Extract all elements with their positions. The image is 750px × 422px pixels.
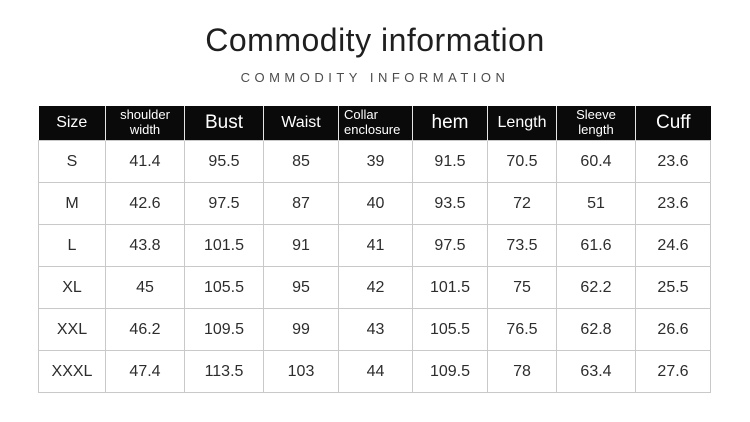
value-cell: 60.4 — [556, 140, 636, 183]
value-cell: 44 — [338, 350, 413, 393]
column-header-collar-enclosure: Collar enclosure — [338, 106, 413, 141]
value-cell: 72 — [487, 182, 557, 225]
value-cell: 91 — [263, 224, 339, 267]
size-cell: S — [38, 140, 106, 183]
value-cell: 62.8 — [556, 308, 636, 351]
column-header-cuff: Cuff — [635, 106, 711, 141]
value-cell: 99 — [263, 308, 339, 351]
page-title: Commodity information — [205, 22, 545, 58]
column-header-bust: Bust — [184, 106, 264, 141]
size-cell: L — [38, 224, 106, 267]
value-cell: 23.6 — [635, 140, 711, 183]
value-cell: 101.5 — [184, 224, 264, 267]
value-cell: 101.5 — [412, 266, 488, 309]
value-cell: 78 — [487, 350, 557, 393]
value-cell: 23.6 — [635, 182, 711, 225]
value-cell: 105.5 — [412, 308, 488, 351]
table-row-l: L 43.8 101.5 91 41 97.5 73.5 61.6 24.6 — [38, 224, 711, 267]
value-cell: 46.2 — [105, 308, 185, 351]
value-cell: 25.5 — [635, 266, 711, 309]
column-header-sleeve-length: Sleeve length — [556, 106, 636, 141]
value-cell: 43.8 — [105, 224, 185, 267]
column-header-size: Size — [38, 106, 106, 141]
value-cell: 47.4 — [105, 350, 185, 393]
value-cell: 40 — [338, 182, 413, 225]
table-row-xl: XL 45 105.5 95 42 101.5 75 62.2 25.5 — [38, 266, 711, 309]
value-cell: 42 — [338, 266, 413, 309]
value-cell: 75 — [487, 266, 557, 309]
value-cell: 62.2 — [556, 266, 636, 309]
value-cell: 105.5 — [184, 266, 264, 309]
size-cell: M — [38, 182, 106, 225]
value-cell: 87 — [263, 182, 339, 225]
value-cell: 24.6 — [635, 224, 711, 267]
value-cell: 51 — [556, 182, 636, 225]
column-header-length: Length — [487, 106, 557, 141]
value-cell: 45 — [105, 266, 185, 309]
value-cell: 76.5 — [487, 308, 557, 351]
value-cell: 41.4 — [105, 140, 185, 183]
table-header-row: Size shoulder width Bust Waist Collar enclos… — [38, 106, 711, 141]
value-cell: 93.5 — [412, 182, 488, 225]
column-header-waist: Waist — [263, 106, 339, 141]
size-cell: XXL — [38, 308, 106, 351]
column-header-hem: hem — [412, 106, 488, 141]
size-chart-table: Size shoulder width Bust Waist Collar enclos… — [38, 106, 711, 393]
size-cell: XL — [38, 266, 106, 309]
table-row-xxl: XXL 46.2 109.5 99 43 105.5 76.5 62.8 26.6 — [38, 308, 711, 351]
table-body: S 41.4 95.5 85 39 91.5 70.5 60.4 23.6 M 42.6 97.5 87… — [38, 140, 711, 393]
table-row-m: M 42.6 97.5 87 40 93.5 72 51 23.6 — [38, 182, 711, 225]
value-cell: 63.4 — [556, 350, 636, 393]
value-cell: 61.6 — [556, 224, 636, 267]
value-cell: 97.5 — [412, 224, 488, 267]
value-cell: 103 — [263, 350, 339, 393]
value-cell: 42.6 — [105, 182, 185, 225]
value-cell: 43 — [338, 308, 413, 351]
column-header-shoulder-width: shoulder width — [105, 106, 185, 141]
value-cell: 39 — [338, 140, 413, 183]
value-cell: 97.5 — [184, 182, 264, 225]
value-cell: 85 — [263, 140, 339, 183]
value-cell: 70.5 — [487, 140, 557, 183]
value-cell: 91.5 — [412, 140, 488, 183]
value-cell: 109.5 — [412, 350, 488, 393]
table-row-s: S 41.4 95.5 85 39 91.5 70.5 60.4 23.6 — [38, 140, 711, 183]
value-cell: 113.5 — [184, 350, 264, 393]
value-cell: 27.6 — [635, 350, 711, 393]
value-cell: 41 — [338, 224, 413, 267]
value-cell: 109.5 — [184, 308, 264, 351]
value-cell: 95 — [263, 266, 339, 309]
table-row-xxxl: XXXL 47.4 113.5 103 44 109.5 78 63.4 27.6 — [38, 350, 711, 393]
value-cell: 26.6 — [635, 308, 711, 351]
size-cell: XXXL — [38, 350, 106, 393]
page-subtitle: COMMODITY INFORMATION — [240, 70, 510, 85]
value-cell: 73.5 — [487, 224, 557, 267]
value-cell: 95.5 — [184, 140, 264, 183]
